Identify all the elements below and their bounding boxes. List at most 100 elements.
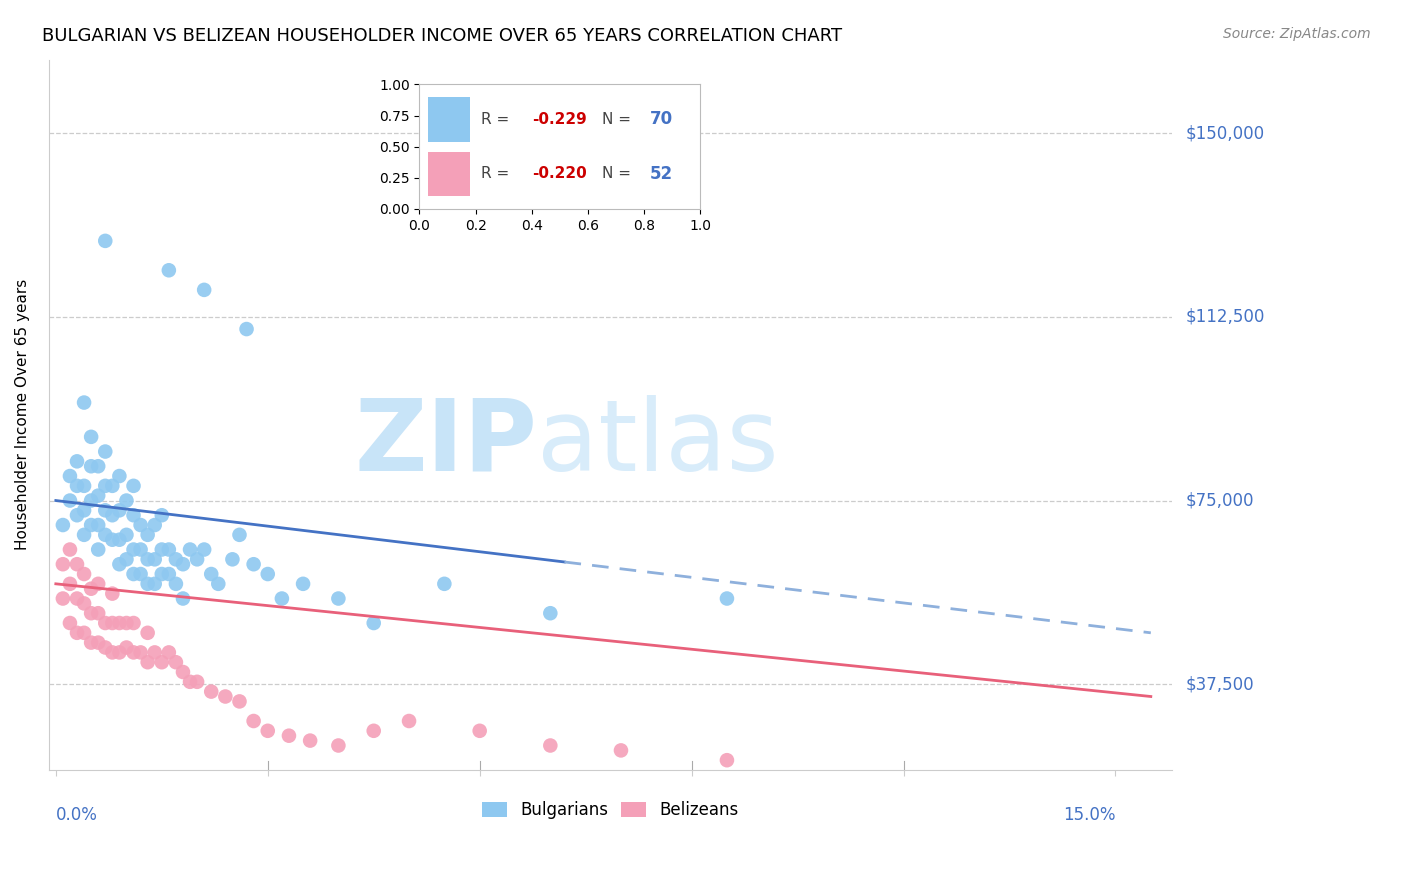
Point [80,635,103,649]
Point [115,528,138,542]
Point [66,591,89,606]
Point [87,635,110,649]
Point [172,591,194,606]
Point [157,263,180,277]
Text: BULGARIAN VS BELIZEAN HOUSEHOLDER INCOME OVER 65 YEARS CORRELATION CHART: BULGARIAN VS BELIZEAN HOUSEHOLDER INCOME… [42,27,842,45]
Point [115,552,138,566]
Point [87,542,110,557]
Point [73,395,96,409]
Point [66,479,89,493]
Point [136,655,159,669]
Point [80,459,103,474]
Point [299,733,322,747]
Text: 0.0%: 0.0% [56,805,97,823]
Point [115,640,138,655]
Point [136,552,159,566]
Point [115,615,138,630]
Point [80,493,103,508]
Point [165,577,187,591]
Point [157,567,180,582]
Point [165,655,187,669]
Text: ZIP: ZIP [354,395,537,491]
Point [87,459,110,474]
Point [122,567,145,582]
Point [59,577,82,591]
Point [94,528,117,542]
Point [94,615,117,630]
Point [172,665,194,679]
Point [94,444,117,458]
Point [143,518,166,533]
Point [242,714,264,728]
Point [108,469,131,483]
Point [716,753,738,767]
Legend: Bulgarians, Belizeans: Bulgarians, Belizeans [475,794,745,826]
Point [129,542,152,557]
Point [221,552,243,566]
Point [129,645,152,659]
Point [122,645,145,659]
Point [610,743,633,757]
Point [242,558,264,572]
Point [101,586,124,600]
Point [122,508,145,523]
Text: $150,000: $150,000 [1185,124,1264,142]
Point [73,596,96,610]
Point [73,567,96,582]
Point [228,694,250,708]
Point [59,615,82,630]
Point [143,577,166,591]
Point [292,577,315,591]
Point [59,542,82,557]
Point [214,690,236,704]
Point [115,493,138,508]
Point [200,567,222,582]
Point [433,577,456,591]
Point [122,479,145,493]
Point [143,552,166,566]
Point [129,518,152,533]
Point [80,518,103,533]
Point [66,558,89,572]
Point [108,615,131,630]
Point [59,493,82,508]
Point [136,577,159,591]
Point [52,558,75,572]
Point [235,322,257,336]
Point [716,591,738,606]
Point [136,528,159,542]
Point [157,645,180,659]
Point [150,542,173,557]
Point [87,606,110,620]
Point [73,503,96,517]
Point [186,552,208,566]
Text: atlas: atlas [537,395,779,491]
Text: $37,500: $37,500 [1185,675,1254,693]
Point [73,625,96,640]
Point [66,625,89,640]
Point [52,518,75,533]
Point [270,591,292,606]
Point [172,558,194,572]
Point [101,533,124,547]
Point [256,723,278,738]
Point [87,577,110,591]
Point [207,577,229,591]
Point [328,739,350,753]
Point [538,739,561,753]
Point [143,645,166,659]
Point [363,615,385,630]
Point [80,606,103,620]
Point [108,645,131,659]
Point [66,508,89,523]
Point [165,552,187,566]
Point [129,567,152,582]
Point [150,567,173,582]
Point [108,533,131,547]
Point [228,528,250,542]
Text: $112,500: $112,500 [1185,308,1265,326]
Point [94,234,117,248]
Point [186,674,208,689]
Text: 15.0%: 15.0% [1063,805,1115,823]
Point [122,542,145,557]
